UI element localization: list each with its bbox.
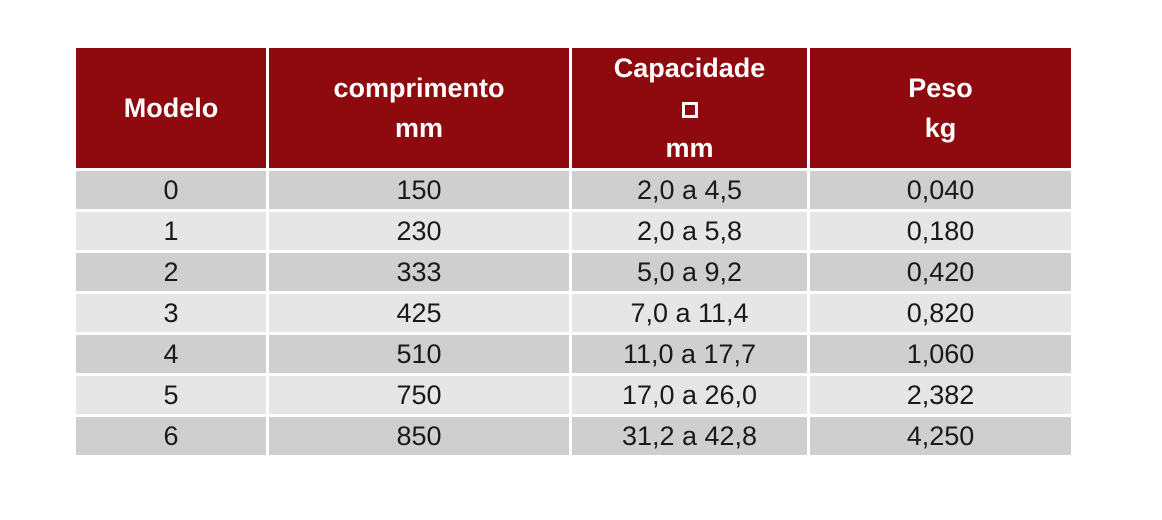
cell-comprimento: 750 (269, 373, 572, 414)
specifications-table: Modelo comprimento mm Capacidade mm Peso… (76, 48, 1071, 455)
cell-peso: 0,420 (810, 250, 1071, 291)
cell-peso: 0,180 (810, 209, 1071, 250)
cell-comprimento: 425 (269, 291, 572, 332)
table-row: 2 333 5,0 a 9,2 0,420 (76, 250, 1071, 291)
header-comprimento: comprimento mm (269, 48, 572, 168)
cell-modelo: 5 (76, 373, 269, 414)
cell-peso: 2,382 (810, 373, 1071, 414)
cell-capacidade: 17,0 a 26,0 (572, 373, 810, 414)
table-row: 6 850 31,2 a 42,8 4,250 (76, 414, 1071, 455)
table-row: 3 425 7,0 a 11,4 0,820 (76, 291, 1071, 332)
table-row: 1 230 2,0 a 5,8 0,180 (76, 209, 1071, 250)
header-peso-unit: kg (924, 113, 957, 143)
header-modelo: Modelo (76, 48, 269, 168)
cell-capacidade: 7,0 a 11,4 (572, 291, 810, 332)
header-capacidade: Capacidade mm (572, 48, 810, 168)
square-section-icon (681, 101, 698, 118)
cell-modelo: 1 (76, 209, 269, 250)
cell-capacidade: 11,0 a 17,7 (572, 332, 810, 373)
header-peso-label: Peso (908, 73, 973, 103)
cell-capacidade: 5,0 a 9,2 (572, 250, 810, 291)
cell-capacidade: 2,0 a 4,5 (572, 168, 810, 209)
cell-comprimento: 333 (269, 250, 572, 291)
table-row: 0 150 2,0 a 4,5 0,040 (76, 168, 1071, 209)
header-peso: Peso kg (810, 48, 1071, 168)
cell-comprimento: 230 (269, 209, 572, 250)
cell-peso: 4,250 (810, 414, 1071, 455)
table-row: 5 750 17,0 a 26,0 2,382 (76, 373, 1071, 414)
cell-comprimento: 150 (269, 168, 572, 209)
cell-modelo: 6 (76, 414, 269, 455)
cell-comprimento: 850 (269, 414, 572, 455)
cell-modelo: 0 (76, 168, 269, 209)
header-comprimento-label: comprimento (333, 73, 505, 103)
square-section-row (572, 88, 807, 128)
cell-comprimento: 510 (269, 332, 572, 373)
cell-modelo: 4 (76, 332, 269, 373)
cell-peso: 0,820 (810, 291, 1071, 332)
table-row: 4 510 11,0 a 17,7 1,060 (76, 332, 1071, 373)
header-modelo-label: Modelo (123, 93, 219, 123)
table-header-row: Modelo comprimento mm Capacidade mm Peso… (76, 48, 1071, 168)
cell-modelo: 2 (76, 250, 269, 291)
header-capacidade-unit: mm (665, 133, 714, 163)
cell-capacidade: 2,0 a 5,8 (572, 209, 810, 250)
cell-peso: 0,040 (810, 168, 1071, 209)
cell-capacidade: 31,2 a 42,8 (572, 414, 810, 455)
cell-modelo: 3 (76, 291, 269, 332)
header-capacidade-label: Capacidade (613, 53, 766, 83)
header-comprimento-unit: mm (394, 113, 443, 143)
cell-peso: 1,060 (810, 332, 1071, 373)
